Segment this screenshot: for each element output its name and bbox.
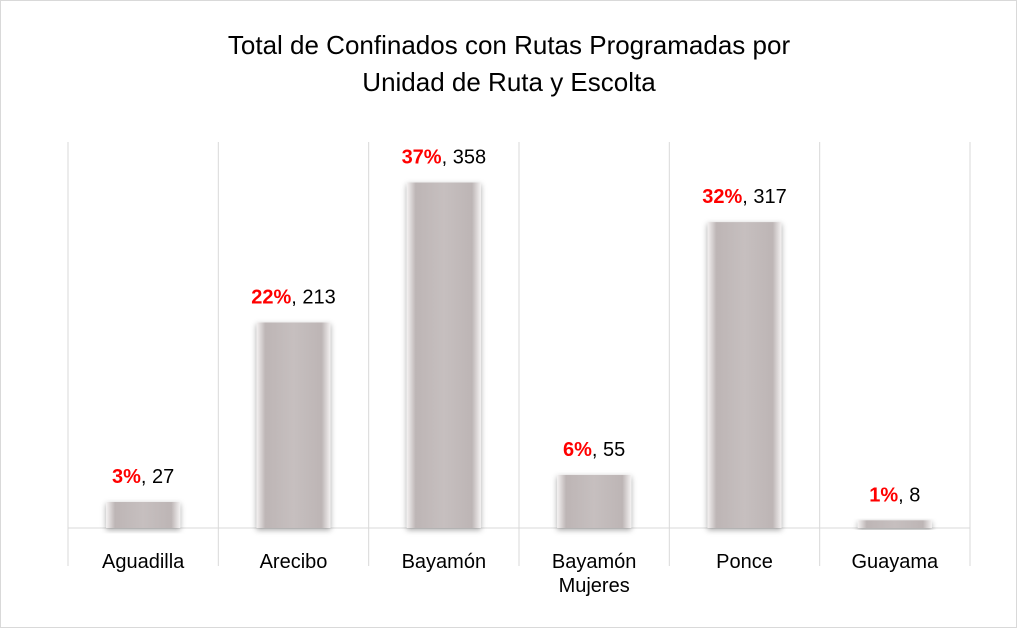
percent-label: 32% [702, 186, 742, 208]
data-label: 1%, 8 [869, 485, 920, 507]
data-label: 37%, 358 [402, 147, 487, 169]
data-label: 22%, 213 [251, 287, 336, 309]
percent-label: 37% [402, 147, 442, 169]
bar [857, 520, 932, 528]
bar [406, 182, 481, 528]
x-tick-label: Bayamón [401, 551, 487, 573]
bar [707, 222, 782, 528]
x-tick-label: Guayama [851, 551, 939, 573]
value-label: 8 [909, 485, 920, 507]
x-tick-label: Ponce [716, 551, 773, 573]
data-label: 32%, 317 [702, 186, 787, 208]
percent-label: 3% [112, 466, 141, 488]
chart-title: Unidad de Ruta y Escolta [362, 67, 656, 97]
label-separator: , [742, 186, 753, 208]
x-tick-label: Arecibo [259, 551, 328, 573]
label-separator: , [141, 466, 152, 488]
value-label: 317 [753, 186, 786, 208]
value-label: 27 [152, 466, 174, 488]
label-separator: , [442, 147, 453, 169]
bar [106, 501, 181, 528]
bar [557, 474, 632, 528]
value-label: 55 [603, 439, 625, 461]
label-separator: , [898, 485, 909, 507]
label-separator: , [592, 439, 603, 461]
x-tick-label: Bayamón Mujeres [551, 551, 637, 597]
data-label: 6%, 55 [563, 439, 625, 461]
percent-label: 6% [563, 439, 592, 461]
data-label: 3%, 27 [112, 466, 174, 488]
value-label: 358 [453, 147, 486, 169]
percent-label: 1% [869, 485, 898, 507]
bar [256, 322, 331, 528]
chart-title: Total de Confinados con Rutas Programada… [228, 30, 791, 60]
percent-label: 22% [251, 287, 291, 309]
x-tick-label: Aguadilla [102, 551, 185, 573]
value-label: 213 [302, 287, 335, 309]
label-separator: , [291, 287, 302, 309]
